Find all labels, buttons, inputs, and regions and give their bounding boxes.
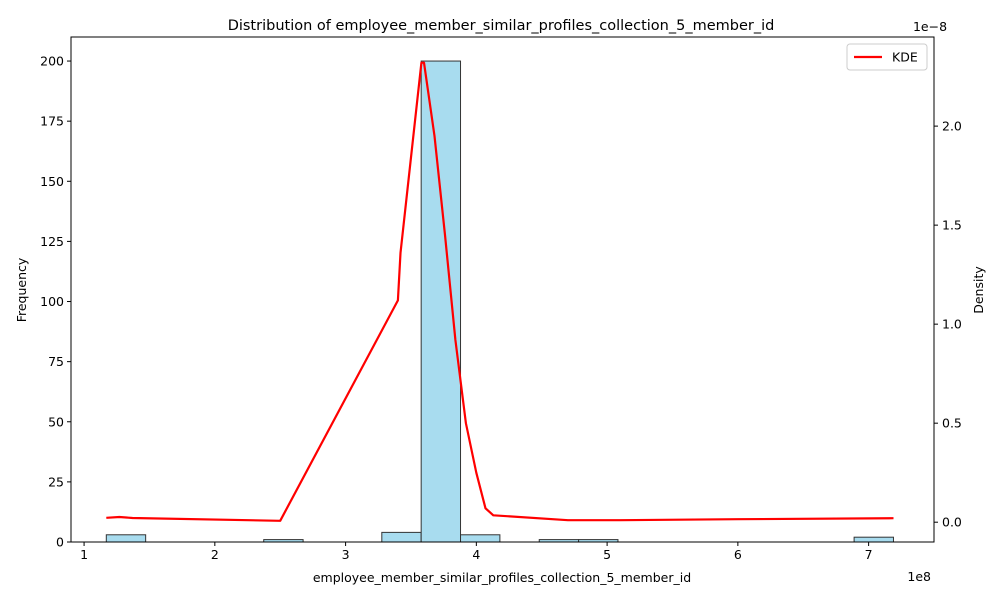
- x-tick-label: 4: [472, 547, 480, 562]
- x-axis-offset-label: 1e8: [907, 569, 931, 584]
- y2-tick-label: 1.0: [942, 317, 962, 332]
- y-tick-label: 175: [40, 114, 64, 129]
- y-tick-label: 50: [48, 414, 64, 429]
- plot-frame: [70, 36, 935, 543]
- histogram-bar: [105, 534, 147, 543]
- x-tick-label: 6: [734, 547, 742, 562]
- x-axis-label: employee_member_similar_profiles_collect…: [313, 570, 691, 585]
- histogram-bar: [420, 60, 462, 543]
- y2-axis-label: Density: [971, 266, 986, 314]
- histogram-bar: [381, 531, 422, 543]
- y-tick-label: 150: [40, 174, 64, 189]
- chart-title: Distribution of employee_member_similar_…: [228, 18, 775, 34]
- y-tick-label: 200: [40, 54, 64, 69]
- y2-tick-label: 0.0: [942, 515, 962, 530]
- y-tick-label: 100: [40, 294, 64, 309]
- y2-tick-label: 2.0: [942, 119, 962, 134]
- kde-line: [106, 61, 894, 522]
- x-tick-label: 1: [80, 547, 88, 562]
- x-tick-label: 5: [603, 547, 611, 562]
- histogram-bar: [853, 536, 894, 543]
- x-tick-label: 2: [211, 547, 219, 562]
- legend: KDE: [846, 43, 928, 71]
- y-tick-label: 0: [56, 535, 64, 550]
- x-axis: 1 2 3 4 5 6 7: [80, 542, 873, 562]
- kde-layer: [106, 61, 894, 522]
- x-tick-label: 7: [865, 547, 873, 562]
- histogram-bar: [460, 534, 501, 543]
- y-tick-label: 75: [48, 354, 64, 369]
- x-tick-label: 3: [342, 547, 350, 562]
- histogram-bars: [105, 60, 894, 543]
- y-axis-right: 0.0 0.5 1.0 1.5 2.0: [934, 119, 962, 530]
- y2-tick-label: 1.5: [942, 218, 962, 233]
- y-tick-label: 25: [48, 474, 64, 489]
- y2-tick-label: 0.5: [942, 416, 962, 431]
- legend-label-kde: KDE: [892, 50, 918, 65]
- y2-axis-offset-label: 1e−8: [913, 19, 947, 34]
- y-axis-label: Frequency: [14, 257, 29, 322]
- y-axis-left: 0 25 50 75 100 125 150 175 200: [40, 54, 71, 550]
- legend-frame: [846, 43, 928, 71]
- y-tick-label: 125: [40, 234, 64, 249]
